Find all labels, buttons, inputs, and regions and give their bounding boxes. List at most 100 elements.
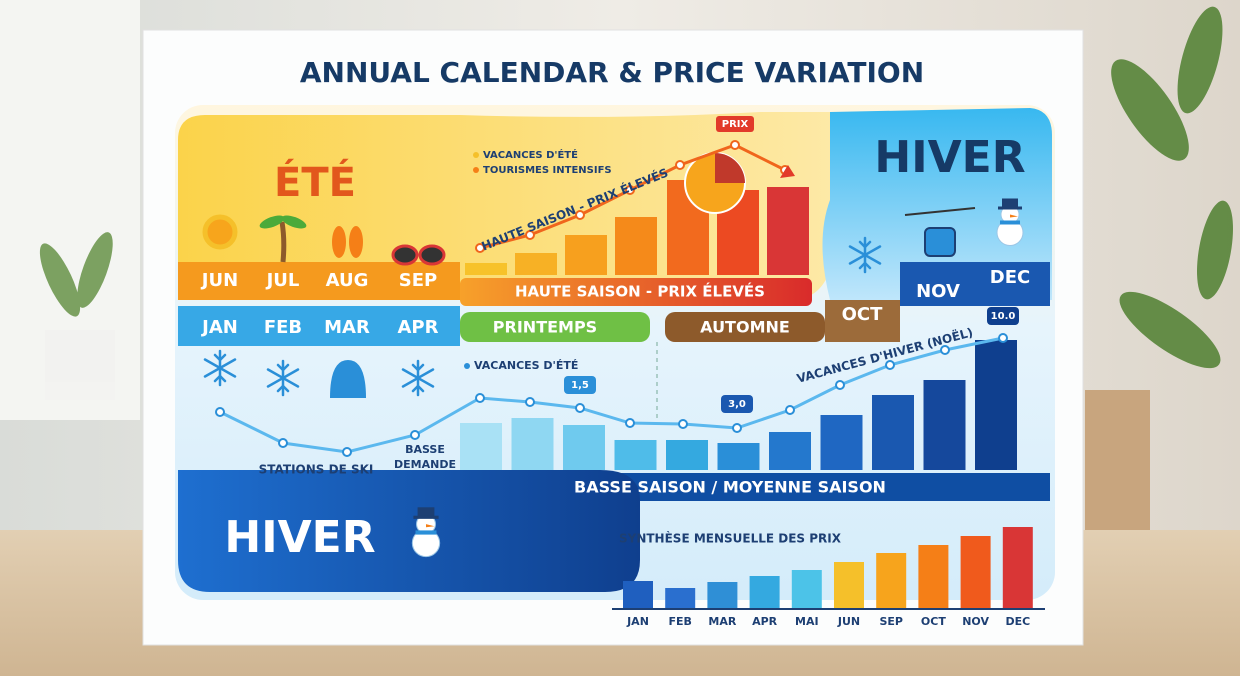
winter-bottom-zone <box>178 470 640 592</box>
legend-label: TOURISMES INTENSIFS <box>483 165 612 176</box>
price-bar <box>767 187 809 275</box>
curve-point <box>730 140 740 150</box>
price-bar <box>563 425 605 470</box>
flipflop-icon <box>332 226 363 258</box>
autumn-band <box>665 312 825 342</box>
middle-month-row <box>178 306 460 346</box>
sun-icon <box>202 214 238 250</box>
pie-slice <box>715 153 745 183</box>
oct-cell <box>825 300 900 342</box>
month-label: JUN <box>200 270 238 291</box>
season-label: ÉTÉ <box>274 158 356 206</box>
month-label: AUG <box>326 270 369 291</box>
price-bar <box>923 380 966 470</box>
season-band-label: AUTOMNE <box>700 318 790 337</box>
price-bar <box>975 340 1017 470</box>
curve-point <box>410 430 420 440</box>
bar <box>749 576 780 608</box>
price-bar <box>769 432 811 470</box>
annotation: 1,5 <box>571 380 589 391</box>
x-tick-label: DEC <box>1005 615 1030 628</box>
price-bar <box>615 217 657 275</box>
curve-point <box>525 230 535 240</box>
annotation: DEMANDE <box>394 458 456 471</box>
gondola-icon <box>904 207 976 257</box>
annotation: STATIONS DE SKI <box>259 463 374 477</box>
curve-point <box>475 243 485 253</box>
x-tick-label: NOV <box>962 615 989 628</box>
curve-point <box>475 393 485 403</box>
month-label: OCT <box>842 304 884 325</box>
x-tick-label: APR <box>752 615 778 628</box>
curve-point <box>885 360 895 370</box>
season-label: HIVER <box>874 132 1025 183</box>
curve-point <box>525 397 535 407</box>
hat-icon <box>330 360 366 398</box>
summer-month-row <box>178 262 460 300</box>
marker-box <box>716 116 754 132</box>
annotation: BASSE <box>405 443 445 456</box>
month-label: JAN <box>200 317 238 338</box>
month-label: MAR <box>324 317 370 338</box>
price-bar <box>872 395 914 470</box>
month-label: FEB <box>264 317 302 338</box>
x-tick-label: MAI <box>795 615 819 628</box>
price-bar <box>614 440 657 470</box>
x-tick-label: FEB <box>668 615 691 628</box>
season-band-label: PRINTEMPS <box>493 318 597 337</box>
x-tick-label: SEP <box>879 615 903 628</box>
marker-label: PRIX <box>722 119 749 130</box>
x-tick-label: JUN <box>837 615 860 628</box>
price-bar <box>515 253 557 275</box>
bar <box>707 582 738 608</box>
curve-point <box>625 418 635 428</box>
bar <box>918 545 949 608</box>
legend-dot <box>464 363 470 369</box>
winter-zone <box>822 108 1052 300</box>
month-label: APR <box>398 317 439 338</box>
icons <box>202 197 1024 558</box>
price-bar <box>565 235 607 275</box>
curve-point <box>940 345 950 355</box>
annotation-box <box>564 376 596 394</box>
season-label: HIVER <box>224 512 375 563</box>
high-season-band <box>460 278 812 306</box>
title: ANNUAL CALENDAR & PRICE VARIATION <box>300 56 924 89</box>
curve-point <box>732 423 742 433</box>
legend-label: VACANCES D'ÉTÉ <box>483 148 578 161</box>
curve-point <box>575 403 585 413</box>
bar <box>834 562 864 608</box>
x-tick-label: JAN <box>626 615 649 628</box>
legend-dot <box>473 152 479 158</box>
price-bar <box>666 440 708 470</box>
curve-point <box>998 333 1008 343</box>
price-bar <box>511 418 554 470</box>
annotation: 10.0 <box>991 311 1016 322</box>
price-bar <box>465 263 507 275</box>
x-tick-label: OCT <box>921 615 946 628</box>
curve-point <box>342 447 352 457</box>
spring-band <box>460 312 650 342</box>
plant-right <box>1111 6 1233 369</box>
chart-title: SYNTHÈSE MENSUELLE DES PRIX <box>619 531 842 546</box>
curve-point <box>678 419 688 429</box>
plant-left <box>39 232 115 400</box>
side-table <box>1085 390 1150 530</box>
sunglasses-icon <box>391 244 446 266</box>
curve-point <box>835 380 845 390</box>
bar <box>1002 527 1033 608</box>
annotation-box <box>987 307 1019 325</box>
bar <box>791 570 822 608</box>
annotation-box <box>721 395 753 413</box>
curve-point <box>278 438 288 448</box>
bar <box>876 553 907 608</box>
bar <box>623 581 653 608</box>
month-label: DEC <box>990 267 1030 288</box>
curve-point <box>675 160 685 170</box>
curve-point <box>575 210 585 220</box>
price-bar <box>820 415 863 470</box>
band-label: HAUTE SAISON - PRIX ÉLEVÉS <box>515 282 765 301</box>
month-label: SEP <box>399 270 437 291</box>
price-bar <box>460 423 502 470</box>
